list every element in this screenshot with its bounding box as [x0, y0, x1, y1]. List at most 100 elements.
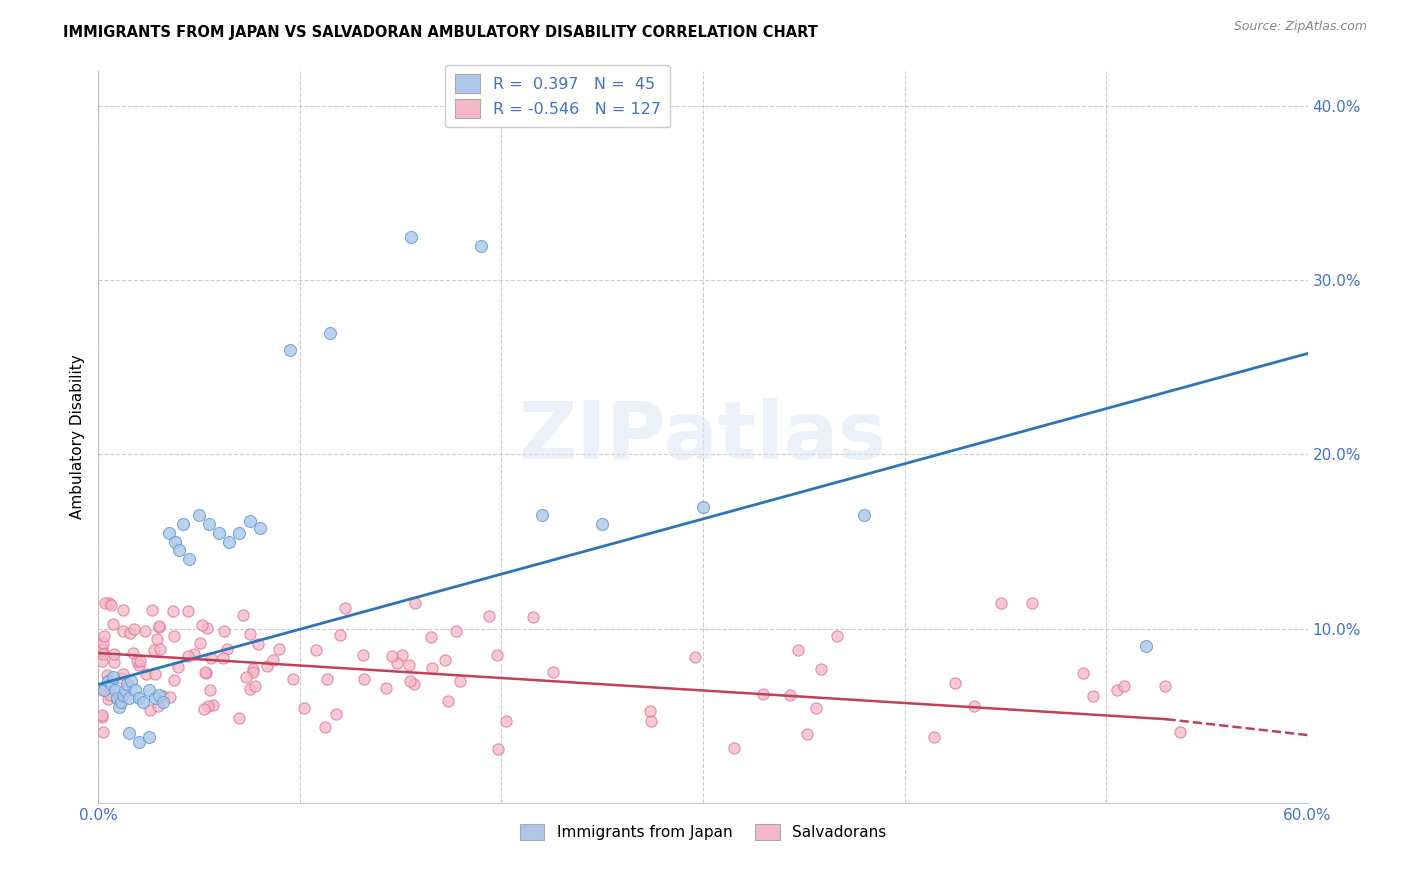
Point [433, 653, 456, 667]
Point [943, 675, 966, 690]
Point [200, 651, 222, 665]
Point [245, 679, 267, 693]
Point [97, 686, 120, 700]
Point [143, 643, 166, 657]
Point [1021, 595, 1043, 609]
Point [118, 626, 141, 640]
Point [398, 657, 420, 672]
Point [256, 659, 278, 673]
Point [963, 698, 986, 713]
Point [239, 681, 262, 696]
Point [522, 609, 544, 624]
Point [148, 688, 170, 702]
Point [93, 595, 115, 609]
Point [212, 651, 235, 665]
Point [132, 695, 155, 709]
Point [172, 517, 194, 532]
Point [93, 629, 115, 643]
Point [177, 604, 200, 618]
Point [122, 622, 145, 636]
Point [135, 666, 157, 681]
Point [374, 681, 396, 696]
Point [128, 691, 150, 706]
Point [159, 690, 181, 704]
Point [105, 691, 128, 706]
Point [262, 653, 284, 667]
Point [167, 543, 190, 558]
Point [128, 657, 150, 672]
Point [118, 691, 141, 706]
Point [91, 642, 114, 657]
Point [218, 534, 240, 549]
Point [335, 600, 357, 615]
Point [112, 667, 135, 681]
Point [149, 641, 172, 656]
Point [239, 514, 262, 528]
Point [486, 742, 509, 756]
Point [449, 674, 471, 689]
Point [190, 618, 212, 632]
Point [398, 674, 420, 689]
Point [122, 646, 145, 660]
Point [314, 720, 336, 734]
Point [541, 665, 564, 679]
Point [111, 688, 134, 702]
Point [107, 700, 129, 714]
Point [329, 628, 352, 642]
Point [163, 629, 186, 643]
Point [444, 624, 467, 638]
Point [93, 648, 115, 662]
Point [353, 672, 375, 686]
Point [103, 655, 125, 669]
Point [163, 534, 186, 549]
Point [228, 525, 250, 540]
Point [305, 643, 328, 657]
Point [188, 508, 211, 523]
Point [114, 682, 136, 697]
Point [134, 624, 156, 638]
Point [152, 689, 174, 703]
Point [91, 654, 114, 668]
Point [242, 665, 264, 680]
Point [194, 666, 217, 681]
Point [91, 710, 114, 724]
Point [148, 619, 170, 633]
Point [194, 665, 217, 679]
Point [420, 660, 443, 674]
Point [179, 552, 201, 566]
Point [638, 704, 661, 718]
Point [315, 672, 337, 686]
Point [352, 648, 374, 662]
Point [281, 672, 304, 686]
Point [146, 699, 169, 714]
Point [247, 637, 270, 651]
Point [239, 627, 262, 641]
Point [796, 727, 818, 741]
Point [640, 714, 662, 729]
Point [138, 730, 160, 744]
Point [97, 673, 120, 688]
Point [143, 691, 166, 706]
Point [1168, 724, 1191, 739]
Point [139, 703, 162, 717]
Point [269, 641, 291, 656]
Point [804, 700, 827, 714]
Text: ZIPatlas: ZIPatlas [519, 398, 887, 476]
Point [96, 667, 118, 681]
Point [215, 642, 238, 657]
Point [278, 343, 301, 357]
Point [91, 707, 114, 722]
Point [93, 682, 115, 697]
Point [922, 730, 945, 744]
Point [810, 662, 832, 676]
Point [391, 648, 413, 663]
Point [787, 643, 810, 657]
Point [111, 671, 134, 685]
Point [232, 608, 254, 623]
Point [319, 326, 342, 340]
Point [124, 682, 146, 697]
Point [177, 649, 200, 664]
Point [470, 238, 492, 252]
Point [723, 740, 745, 755]
Point [103, 616, 125, 631]
